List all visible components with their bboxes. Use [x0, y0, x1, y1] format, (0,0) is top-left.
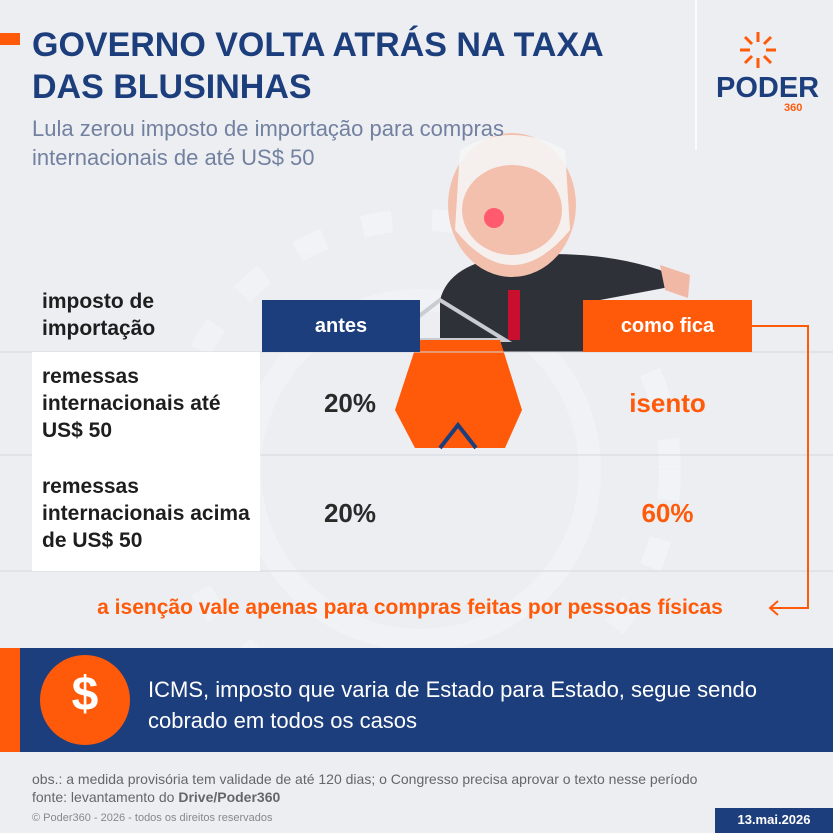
banner-icon: $ [71, 668, 99, 721]
shirt [395, 340, 522, 448]
source-prefix: fonte: levantamento do [32, 789, 175, 805]
date: 13.mai.2026 [737, 812, 811, 827]
banner-accent [0, 648, 20, 752]
hand [660, 265, 690, 298]
obs: obs.: a medida provisória tem validade d… [32, 771, 698, 787]
note: a isenção vale apenas para compras feita… [97, 596, 723, 619]
cell-after: isento [629, 388, 706, 418]
cell-before: 20% [323, 388, 377, 418]
column-header: como fica [583, 300, 752, 352]
banner-bg [0, 648, 833, 752]
title: GOVERNO VOLTA ATRÁS NA TAXA DAS BLUSINHA… [32, 26, 603, 106]
banner-text: ICMS, imposto que varia de Estado para E… [148, 677, 758, 733]
source-name: Drive/Poder360 [178, 789, 281, 805]
column-header: antes [262, 300, 420, 352]
source: fonte: levantamento do Drive/Poder360 [32, 789, 280, 805]
logo-sub: 360 [784, 102, 803, 114]
column-header: imposto de importação [42, 290, 156, 340]
subtitle: Lula zerou imposto de importação para co… [32, 116, 505, 170]
banner-icon-bg [40, 655, 130, 745]
nose [484, 208, 504, 228]
tie [508, 290, 520, 340]
row-label: remessas internacionais até US$ 50 [32, 352, 260, 455]
cell-after: 60% [641, 497, 694, 528]
row-label: remessas internacionais acima de US$ 50 [32, 455, 260, 571]
logo-sun [740, 32, 776, 68]
cell-before: 20% [323, 497, 377, 528]
body [440, 254, 680, 352]
logo: PODER [716, 72, 820, 104]
date-bg [715, 808, 833, 833]
face [462, 165, 562, 255]
shirt-detail [438, 421, 478, 450]
copyright: © Poder360 - 2026 - todos os direitos re… [32, 812, 273, 824]
note-arrow [752, 325, 809, 616]
title-marker [0, 33, 20, 45]
